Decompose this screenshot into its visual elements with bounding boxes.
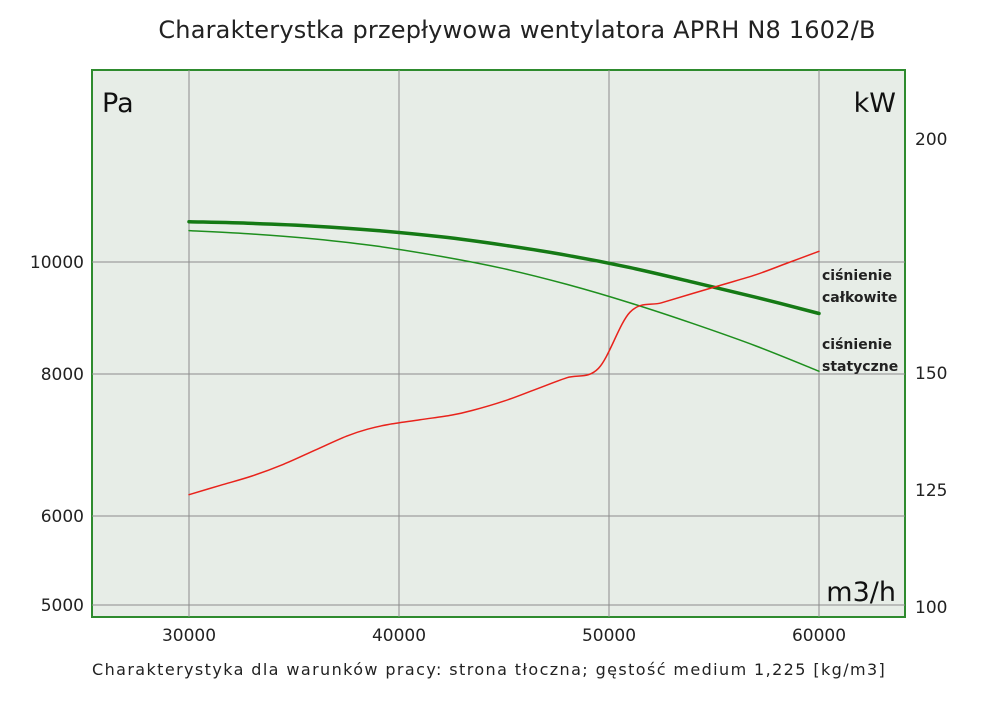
- series-lines: [187, 219, 821, 496]
- series-line-total-pressure: [187, 219, 821, 316]
- series-line-static-pressure: [188, 229, 820, 372]
- y-left-tick-label-2: 8000: [41, 365, 84, 385]
- y-left-tick-label-0: 5000: [41, 596, 84, 616]
- y-right-tick-label-2: 150: [915, 364, 947, 384]
- x-tick-label-3: 60000: [792, 626, 846, 646]
- x-unit-label: m3/h: [826, 577, 896, 608]
- plot-background: [91, 69, 906, 618]
- x-tick-label-1: 40000: [372, 626, 426, 646]
- chart-title: Charakterystka przepływowa wentylatora A…: [158, 16, 876, 44]
- series-label-static-line1: ciśnienie: [822, 337, 892, 353]
- y-left-unit-label: Pa: [102, 88, 134, 119]
- y-left-tick-label-3: 10000: [30, 253, 84, 273]
- series-label-static-line2: statyczne: [822, 359, 898, 375]
- y-right-tick-label-0: 100: [915, 598, 947, 618]
- grid: [92, 70, 905, 617]
- x-tick-label-2: 50000: [582, 626, 636, 646]
- y-left-tick-label-1: 6000: [41, 507, 84, 527]
- chart-footnote: Charakterystyka dla warunków pracy: stro…: [92, 660, 887, 679]
- y-right-tick-label-1: 125: [915, 481, 947, 501]
- x-tick-label-0: 30000: [162, 626, 216, 646]
- series-label-total-line2: całkowite: [822, 290, 897, 306]
- axis-labels: 30000 40000 50000 60000 5000 6000 8000 10000 100…: [30, 130, 948, 646]
- series-line-power: [188, 250, 820, 496]
- series-label-total-line1: ciśnienie: [822, 268, 892, 284]
- plot-area: [91, 69, 906, 618]
- y-right-tick-label-3: 200: [915, 130, 947, 150]
- y-right-unit-label: kW: [854, 88, 896, 119]
